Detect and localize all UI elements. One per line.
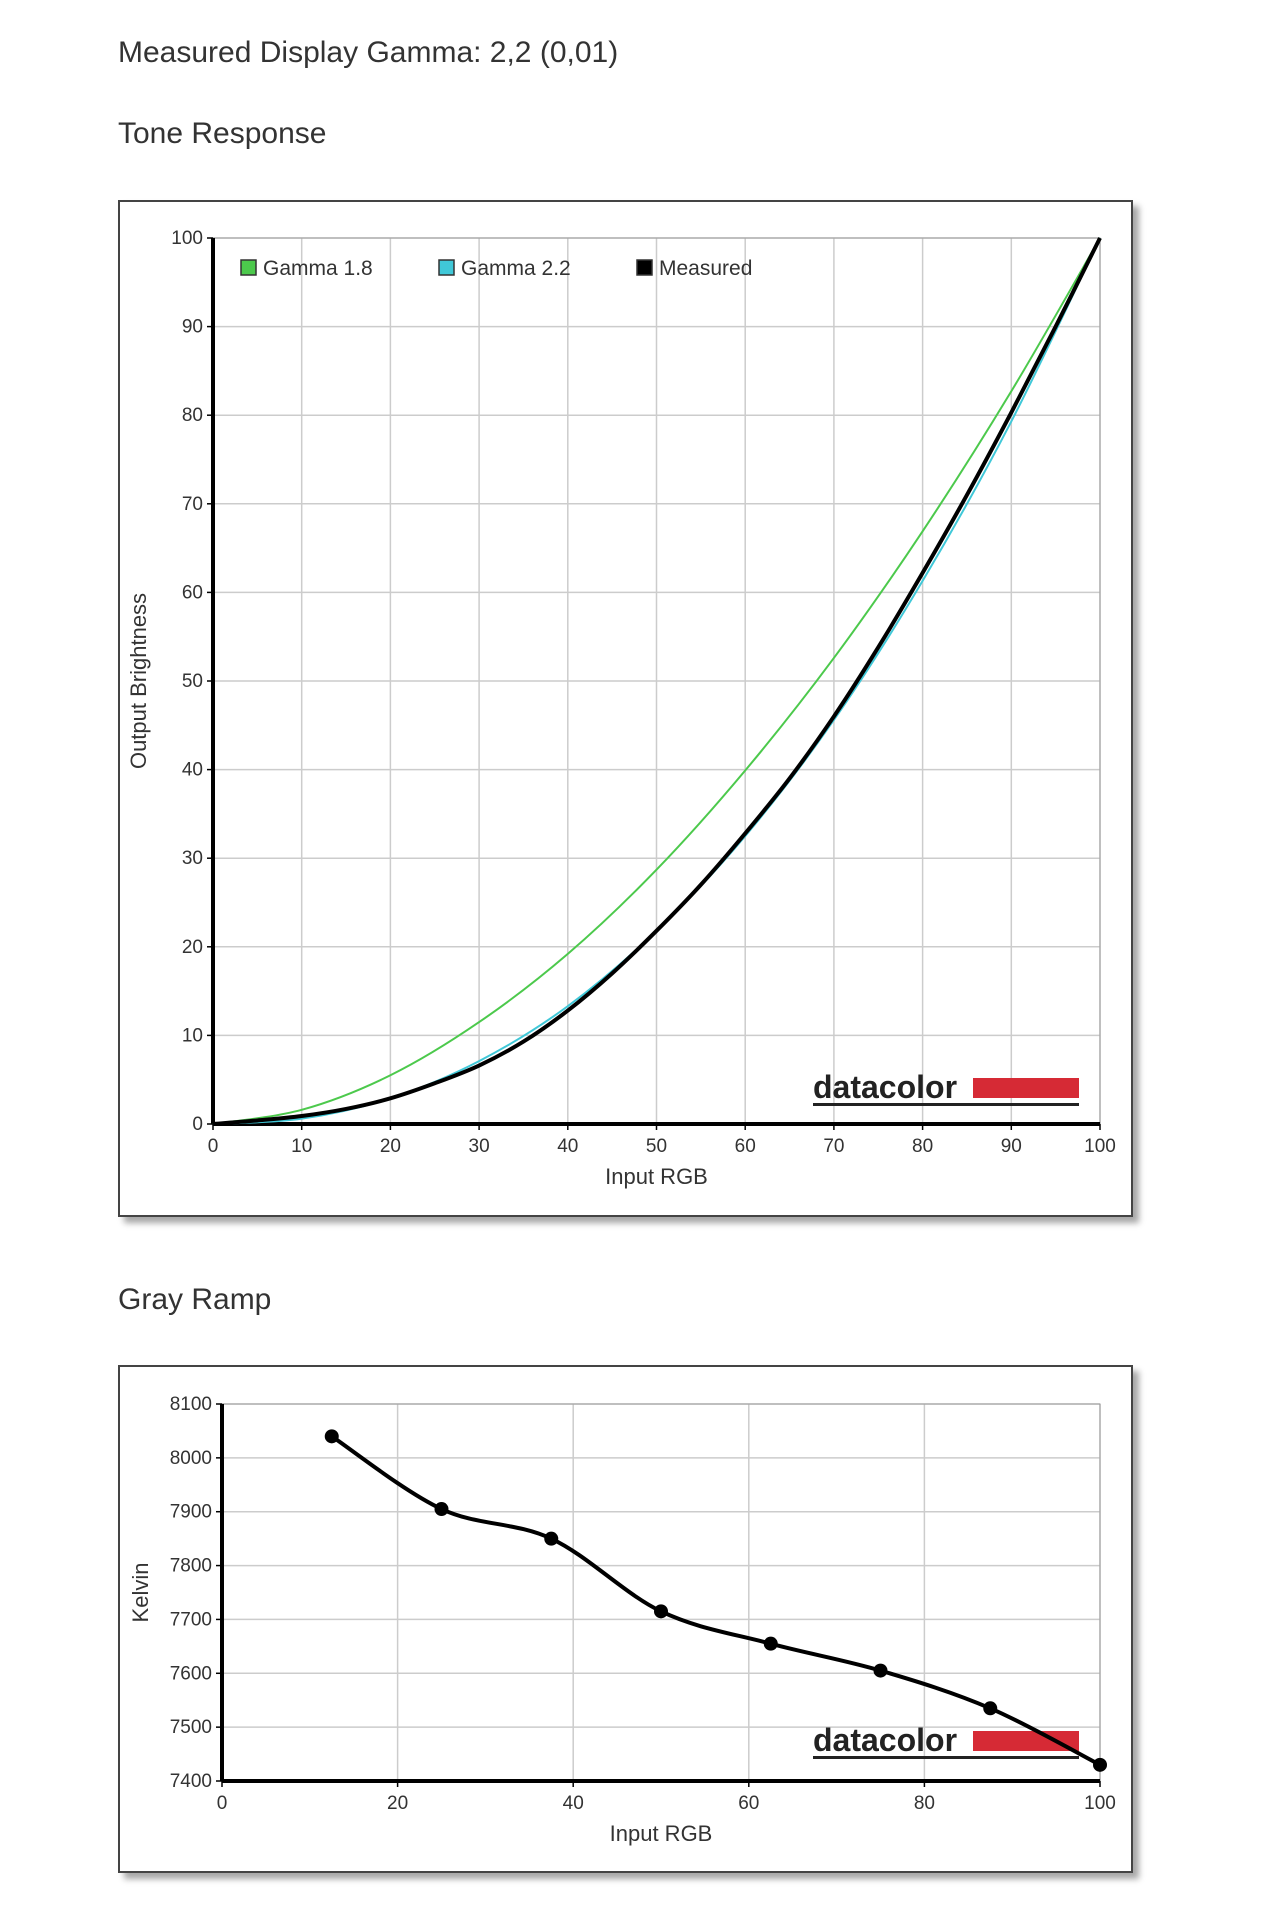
tone-y-tick-label: 50 xyxy=(182,671,203,692)
tone-x-tick-label: 20 xyxy=(380,1136,401,1157)
gray-logo-underline xyxy=(813,1756,1079,1759)
tone-y-tick-label: 60 xyxy=(182,582,203,603)
tone-series-gamma-1-8 xyxy=(212,237,1101,1125)
gray-y-tick-label: 7800 xyxy=(170,1556,212,1577)
gray-x-axis-label: Input RGB xyxy=(610,1821,713,1846)
tone-x-axis-label: Input RGB xyxy=(605,1164,708,1189)
tone-x-tick-label: 70 xyxy=(823,1136,844,1157)
gray-data-point xyxy=(324,1429,339,1444)
gray-data-point xyxy=(763,1636,778,1651)
tone-y-tick-label: 80 xyxy=(182,405,203,426)
tone-y-tick-label: 30 xyxy=(182,848,203,869)
tone-logo-text: datacolor xyxy=(813,1069,957,1105)
tone-legend-label: Gamma 1.8 xyxy=(263,257,373,280)
tone-legend-swatch xyxy=(438,259,455,276)
gray-y-tick-label: 7500 xyxy=(170,1717,212,1738)
tone-y-axis-label: Output Brightness xyxy=(126,593,151,769)
tone-y-tick-label: 100 xyxy=(171,228,203,249)
gray-y-axis-label: Kelvin xyxy=(128,1563,153,1623)
gray-ramp-chart: 0 20 40 60 80 100 7400 7500 7600 7700 7800 7900 8000… xyxy=(128,1394,1116,1846)
gray-x-tick-label: 20 xyxy=(387,1793,408,1814)
tone-x-tick-label: 90 xyxy=(1001,1136,1022,1157)
gray-y-tick-label: 8100 xyxy=(170,1394,212,1415)
tone-x-tick-label: 100 xyxy=(1084,1136,1116,1157)
tone-x-tick-label: 80 xyxy=(912,1136,933,1157)
gray-logo-bar xyxy=(973,1731,1079,1751)
gray-data-point xyxy=(544,1531,559,1546)
tone-y-tick-label: 0 xyxy=(192,1114,203,1135)
tone-y-tick-label: 90 xyxy=(182,317,203,338)
tone-response-heading: Tone Response xyxy=(118,117,327,150)
tone-logo-bar xyxy=(973,1078,1079,1098)
gray-x-tick-label: 60 xyxy=(738,1793,759,1814)
tone-y-tick-label: 40 xyxy=(182,760,203,781)
tone-y-tick-label: 70 xyxy=(182,494,203,515)
tone-y-tick-label: 20 xyxy=(182,937,203,958)
tone-x-tick-label: 60 xyxy=(735,1136,756,1157)
gray-y-tick-label: 7600 xyxy=(170,1663,212,1684)
tone-series-measured xyxy=(212,237,1102,1126)
gray-logo-text: datacolor xyxy=(813,1722,957,1758)
gray-x-tick-label: 80 xyxy=(914,1793,935,1814)
tone-x-tick-label: 40 xyxy=(557,1136,578,1157)
tone-x-tick-label: 0 xyxy=(208,1136,219,1157)
gray-x-tick-label: 0 xyxy=(217,1793,228,1814)
measured-gamma-heading: Measured Display Gamma: 2,2 (0,01) xyxy=(118,36,619,69)
gray-x-tick-label: 40 xyxy=(563,1793,584,1814)
gray-ramp-panel: 0 20 40 60 80 100 7400 7500 7600 7700 7800 7900 8000… xyxy=(118,1365,1133,1873)
tone-response-panel: 0 10 20 30 40 50 60 70 80 90 100 0 10 20 30 40 50 60 70 80 9… xyxy=(118,200,1133,1217)
gray-y-tick-label: 8000 xyxy=(170,1448,212,1469)
tone-x-tick-label: 30 xyxy=(469,1136,490,1157)
gray-series-line xyxy=(330,1434,1101,1767)
gray-data-point xyxy=(654,1604,668,1619)
tone-legend-swatch xyxy=(240,259,257,276)
gray-data-point xyxy=(873,1663,888,1678)
gray-data-point xyxy=(434,1502,449,1517)
tone-response-chart: 0 10 20 30 40 50 60 70 80 90 100 0 10 20 30 40 50 60 70 80 9… xyxy=(126,228,1116,1189)
tone-legend-label: Gamma 2.2 xyxy=(461,257,571,280)
gray-ramp-heading: Gray Ramp xyxy=(118,1283,272,1316)
gray-y-tick-label: 7700 xyxy=(170,1609,212,1630)
tone-legend-label: Measured xyxy=(659,257,752,280)
tone-y-tick-label: 10 xyxy=(182,1025,203,1046)
gray-data-point xyxy=(983,1701,998,1716)
gray-y-tick-label: 7900 xyxy=(170,1502,212,1523)
tone-x-tick-label: 50 xyxy=(646,1136,667,1157)
gray-data-point xyxy=(1093,1757,1107,1772)
tone-logo-underline xyxy=(813,1103,1079,1106)
gray-x-tick-label: 100 xyxy=(1084,1793,1116,1814)
tone-legend-swatch xyxy=(636,259,653,276)
tone-x-tick-label: 10 xyxy=(291,1136,312,1157)
gray-y-tick-label: 7400 xyxy=(170,1771,212,1792)
gray-plot-frame xyxy=(221,1403,1101,1782)
